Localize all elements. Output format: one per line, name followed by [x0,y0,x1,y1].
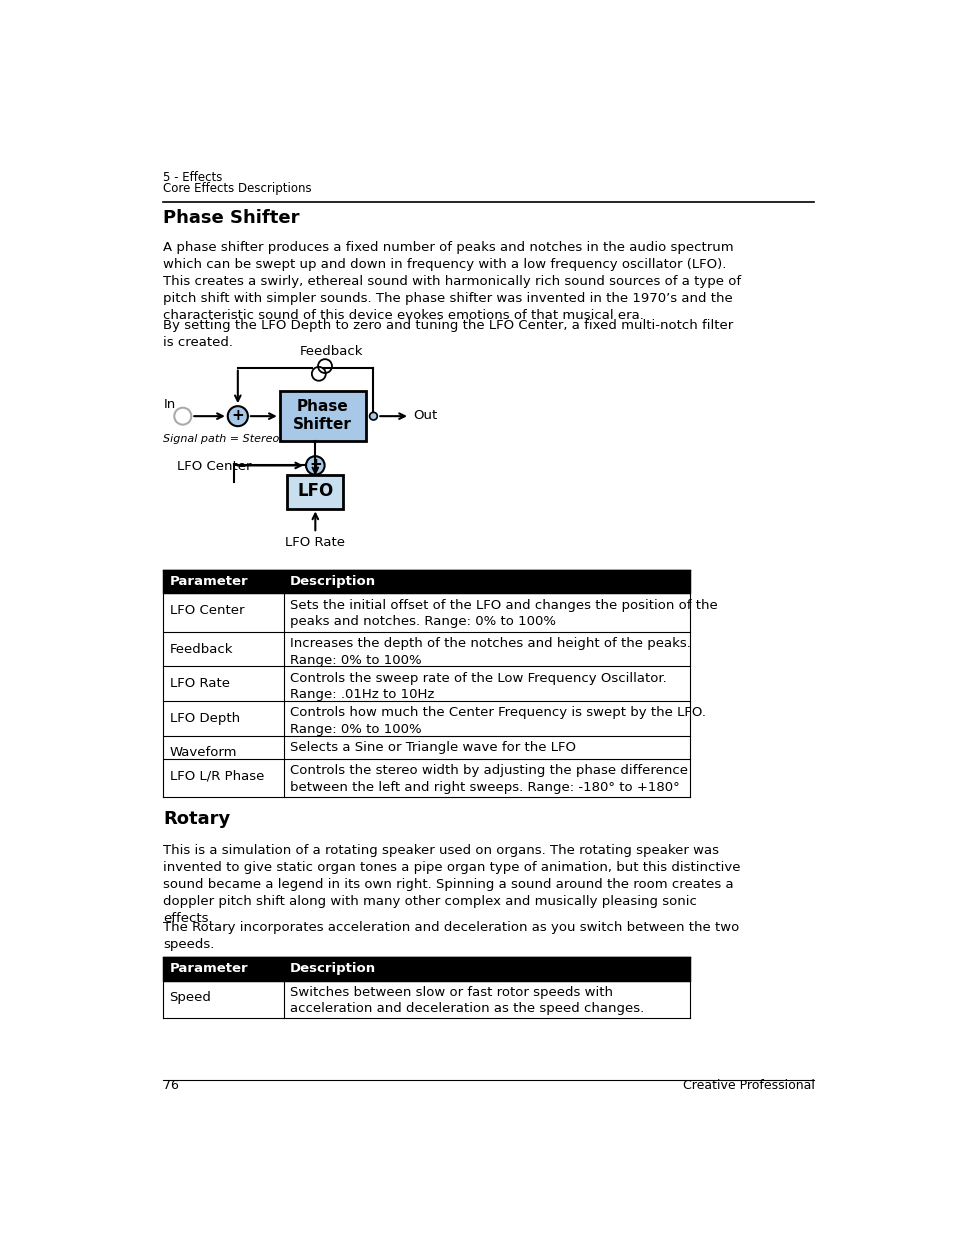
Bar [287,475,343,509]
Text: LFO Center: LFO Center [177,459,252,473]
Text: Description: Description [290,574,375,588]
Text: Phase
Shifter: Phase Shifter [293,399,352,432]
Text: Switches between slow or fast rotor speeds with
acceleration and deceleration as: Switches between slow or fast rotor spee… [290,986,643,1015]
Text: +: + [309,457,321,472]
Text: Out: Out [414,409,437,422]
Text: Parameter: Parameter [170,574,248,588]
Text: LFO Rate: LFO Rate [285,536,345,548]
Text: Sets the initial offset of the LFO and changes the position of the
peaks and not: Sets the initial offset of the LFO and c… [290,599,717,629]
Text: +: + [232,408,244,422]
Text: The Rotary incorporates acceleration and deceleration as you switch between the : The Rotary incorporates acceleration and… [163,920,739,951]
Text: By setting the LFO Depth to zero and tuning the LFO Center, a fixed multi-notch : By setting the LFO Depth to zero and tun… [163,319,733,350]
Text: Feedback: Feedback [299,345,362,358]
Text: Controls the stereo width by adjusting the phase difference
between the left and: Controls the stereo width by adjusting t… [290,764,687,794]
Text: LFO Center: LFO Center [170,604,244,618]
Ellipse shape [228,406,248,426]
Text: Core Effects Descriptions: Core Effects Descriptions [163,182,312,195]
Text: Feedback: Feedback [170,642,233,656]
Text: In: In [163,398,175,411]
Text: LFO Depth: LFO Depth [170,711,239,725]
Text: Speed: Speed [170,992,212,1004]
Circle shape [369,412,377,420]
Text: Description: Description [290,962,375,976]
Text: Rotary: Rotary [163,810,231,829]
Bar [163,571,690,593]
Text: 5 - Effects: 5 - Effects [163,170,223,184]
Text: This is a simulation of a rotating speaker used on organs. The rotating speaker : This is a simulation of a rotating speak… [163,844,740,925]
Text: Parameter: Parameter [170,962,248,976]
Text: Increases the depth of the notches and height of the peaks.
Range: 0% to 100%: Increases the depth of the notches and h… [290,637,690,667]
Text: A phase shifter produces a fixed number of peaks and notches in the audio spectr: A phase shifter produces a fixed number … [163,241,740,321]
Text: Phase Shifter: Phase Shifter [163,209,299,227]
Text: Selects a Sine or Triangle wave for the LFO: Selects a Sine or Triangle wave for the … [290,741,576,755]
Text: LFO: LFO [297,482,334,500]
Text: Waveform: Waveform [170,746,237,760]
Text: 76: 76 [163,1079,179,1092]
Text: Signal path = Stereo: Signal path = Stereo [163,435,279,445]
Ellipse shape [306,456,324,474]
Bar [163,957,690,981]
Text: LFO Rate: LFO Rate [170,677,230,690]
Bar [279,390,365,441]
Text: Creative Professional: Creative Professional [681,1079,814,1092]
Text: LFO L/R Phase: LFO L/R Phase [170,769,264,783]
Text: Controls how much the Center Frequency is swept by the LFO.
Range: 0% to 100%: Controls how much the Center Frequency i… [290,706,705,736]
Text: Controls the sweep rate of the Low Frequency Oscillator.
Range: .01Hz to 10Hz: Controls the sweep rate of the Low Frequ… [290,672,666,701]
